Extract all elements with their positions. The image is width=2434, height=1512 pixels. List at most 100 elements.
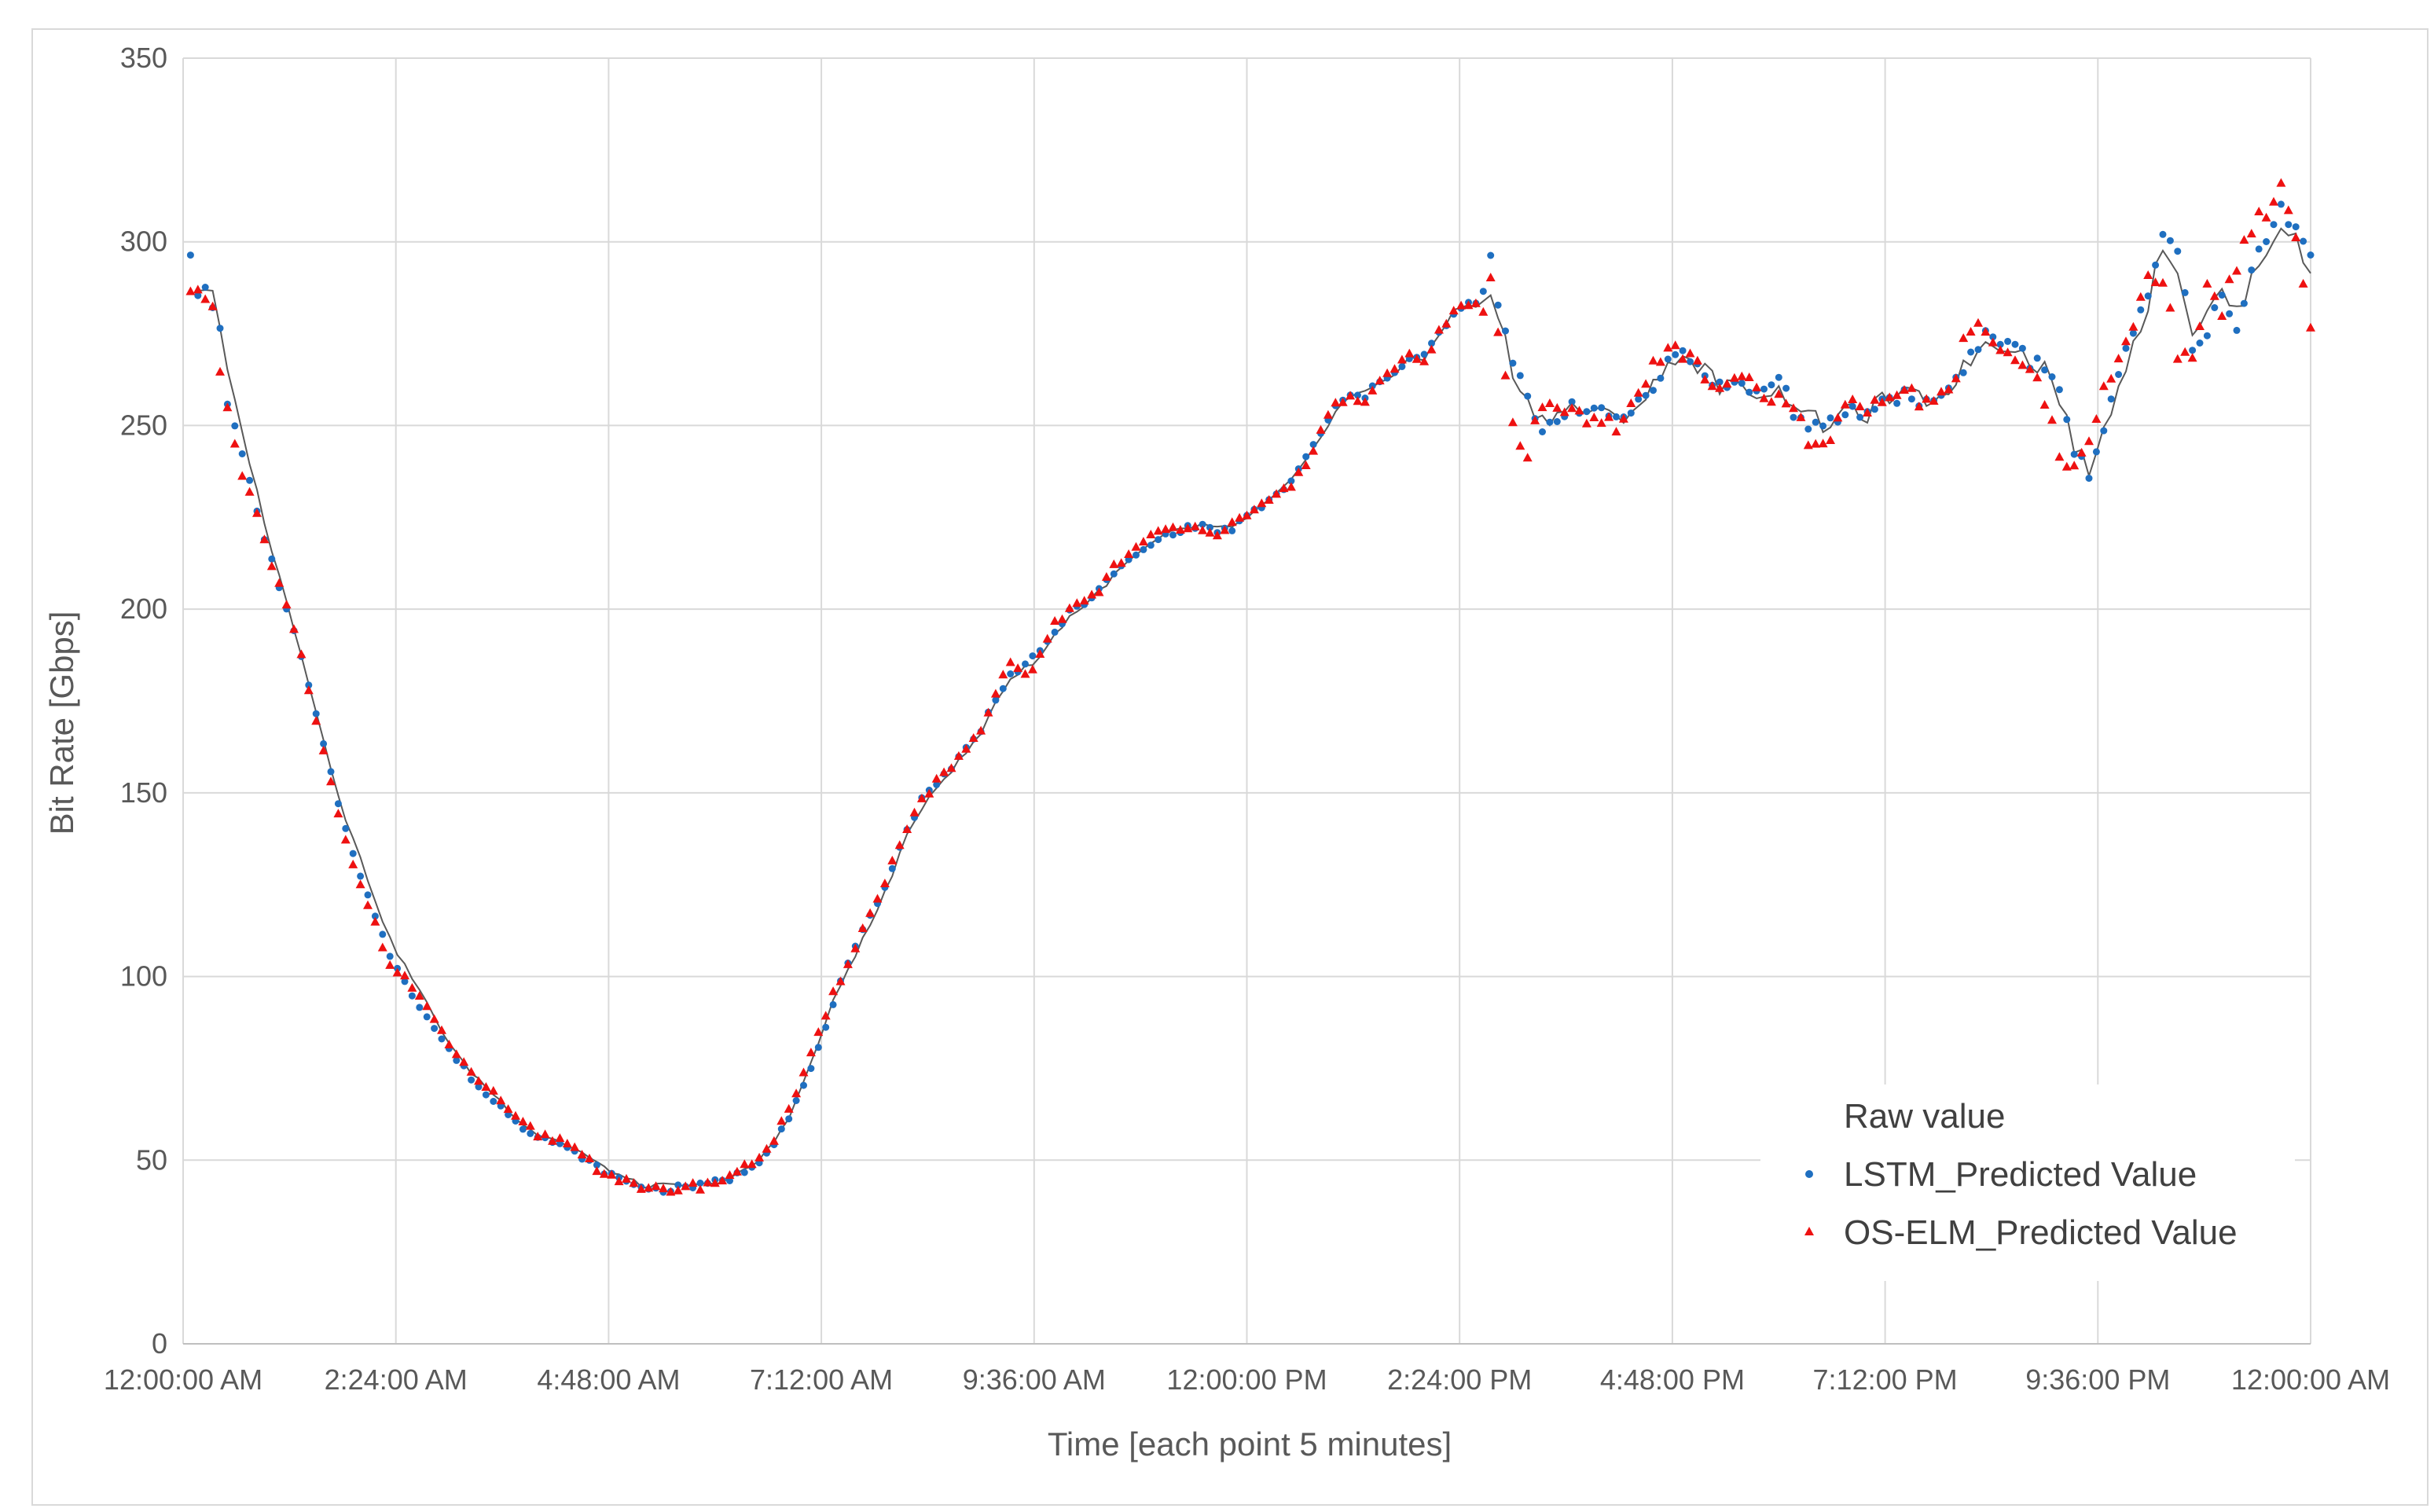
lstm-point (1768, 381, 1775, 389)
oselm-point (2180, 347, 2190, 356)
lstm-point (1635, 395, 1643, 403)
oselm-point (696, 1184, 705, 1194)
oselm-point (2039, 400, 2050, 409)
lstm-point (2307, 251, 2315, 259)
lstm-point (320, 739, 328, 747)
lstm-point (268, 555, 276, 563)
lstm-point (2048, 373, 2056, 380)
oselm-point (222, 402, 233, 412)
lstm-point (231, 422, 239, 430)
lstm-point (364, 891, 372, 899)
oselm-point (990, 688, 1000, 698)
oselm-point (843, 959, 853, 968)
oselm-point (1626, 398, 1636, 407)
oselm-point (1109, 559, 1119, 568)
legend-oselm-label: OS-ELM_Predicted Value (1844, 1213, 2238, 1252)
oselm-point (1611, 427, 1621, 436)
lstm-point (1133, 551, 1140, 559)
lstm-point (792, 1097, 800, 1104)
lstm-point (2181, 288, 2189, 296)
oselm-point (2306, 322, 2315, 332)
lstm-point (1199, 520, 1206, 528)
lstm-point (1716, 378, 1724, 386)
lstm-point (1907, 395, 1915, 403)
lstm-point (1627, 409, 1635, 417)
oselm-point (2003, 347, 2013, 357)
oselm-point (1101, 572, 1111, 581)
oselm-point (1212, 530, 1222, 540)
oselm-point (229, 439, 240, 448)
oselm-point (1907, 383, 1917, 392)
lstm-point (1110, 570, 1118, 578)
legend-raw-label: Raw value (1844, 1097, 2005, 1136)
oselm-point (732, 1166, 742, 1176)
y-tick-label: 150 (120, 776, 167, 809)
oselm-point (2061, 461, 2072, 471)
x-tick-label: 7:12:00 PM (1813, 1363, 1958, 1396)
oselm-point (1670, 340, 1680, 350)
oselm-point (1360, 397, 1370, 406)
oselm-point (459, 1057, 469, 1066)
oselm-point (1559, 407, 1569, 417)
lstm-point (2100, 427, 2108, 435)
oselm-point (1944, 384, 1954, 394)
lstm-point (1147, 541, 1155, 549)
gridlines (182, 57, 2311, 1345)
lstm-point (238, 450, 246, 457)
lstm-point (1155, 536, 1162, 544)
oselm-point (747, 1159, 757, 1169)
lstm-point (1140, 545, 1147, 553)
x-tick-label: 12:00:00 AM (104, 1363, 262, 1396)
oselm-point (2106, 373, 2116, 383)
oselm-point (1537, 402, 1547, 412)
lstm-point (1553, 418, 1561, 425)
oselm-point (599, 1169, 609, 1178)
oselm-point (2195, 321, 2205, 330)
lstm-point (1679, 347, 1687, 354)
x-tick-label: 9:36:00 PM (2025, 1363, 2170, 1396)
x-tick-label: 9:36:00 AM (963, 1363, 1106, 1396)
oselm-point (1205, 527, 1215, 537)
lstm-point (2159, 230, 2167, 238)
oselm-point (2202, 278, 2212, 288)
lstm-point (379, 930, 387, 938)
lstm-point (1775, 373, 1782, 381)
lstm-point (2092, 448, 2100, 456)
oselm-point (1544, 398, 1555, 407)
lstm-point (1590, 404, 1598, 412)
oselm-point (1618, 413, 1628, 423)
oselm-point (1072, 598, 1082, 607)
oselm-point (1729, 372, 1739, 382)
oselm-point (1796, 412, 1806, 421)
oselm-point (2150, 277, 2160, 287)
oselm-point (562, 1139, 572, 1147)
oselm-point (924, 788, 934, 798)
oselm-point (2165, 303, 2175, 312)
lstm-point (2152, 261, 2160, 269)
oselm-point (1818, 439, 1828, 448)
lstm-point (1494, 301, 1502, 309)
lstm-point (2292, 223, 2300, 231)
oselm-point (1803, 440, 1813, 450)
oselm-point (1331, 398, 1341, 407)
oselm-point (1382, 368, 1393, 377)
oselm-point (1633, 387, 1643, 397)
oselm-point (879, 879, 890, 887)
lstm-point (216, 325, 224, 332)
lstm-point (2270, 221, 2278, 229)
oselm-point (2121, 336, 2131, 346)
oselm-point (1242, 510, 1252, 519)
oselm-point (2098, 381, 2109, 391)
oselm-point (311, 716, 321, 725)
oselm-point (784, 1103, 794, 1113)
oselm-point (1190, 521, 1200, 530)
lstm-point (888, 864, 896, 872)
oselm-point (1434, 325, 1444, 334)
oselm-point (1707, 381, 1717, 391)
lstm-point (2115, 371, 2123, 378)
oselm-point (1050, 616, 1060, 625)
oselm-point (200, 294, 211, 303)
oselm-point (2084, 436, 2094, 446)
oselm-point (392, 967, 402, 977)
